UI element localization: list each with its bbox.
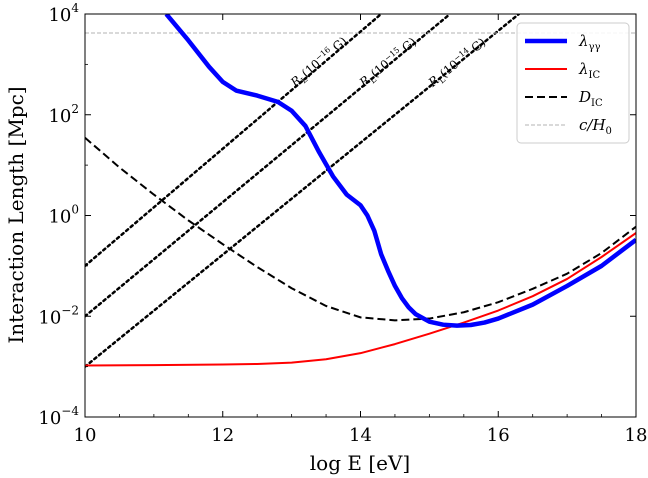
y-tick-label: 104	[48, 1, 79, 26]
legend-label-3: c/H0	[579, 116, 612, 137]
larmor-radius-line-1	[85, 14, 383, 268]
x-tick-label: 18	[625, 425, 648, 446]
y-tick-label: 102	[48, 102, 79, 127]
y-tick-label: 10−4	[38, 404, 79, 429]
x-tick-label: 14	[349, 425, 372, 446]
series-line-γγ-0	[164, 14, 636, 328]
legend-label-0: λγγ	[578, 32, 600, 53]
axis-tick-labels: 10 12 14 16 18 10−4 10−2 100 102 104	[38, 1, 647, 446]
x-axis-title: log E [eV]	[310, 451, 410, 475]
series-line-ic-1	[85, 232, 636, 367]
x-tick-label: 16	[487, 425, 510, 446]
x-tick-label: 12	[211, 425, 234, 446]
x-tick-label: 10	[74, 425, 97, 446]
y-axis-title: Interaction Length [Mpc]	[4, 86, 28, 343]
y-tick-label: 100	[48, 203, 79, 228]
larmor-radius-line-2	[85, 14, 452, 318]
larmor-radius-line-3	[85, 14, 521, 368]
larmor-radius-label-3: RL(10−14 G)	[424, 34, 489, 92]
legend-box	[516, 22, 630, 144]
y-tick-label: 10−2	[38, 303, 79, 328]
series-line-ic-2	[85, 136, 636, 322]
legend-label-2: DIC	[578, 88, 603, 109]
larmor-radius-label-1: RL(10−16 G)	[287, 33, 352, 92]
legend-label-1: λIC	[578, 60, 600, 81]
plot-area	[85, 14, 636, 368]
axis-ticks	[84, 13, 637, 418]
legend: λγγ λIC DIC c/H0	[516, 22, 630, 144]
larmor-radius-label-2: RL(10−15 G)	[355, 34, 420, 92]
